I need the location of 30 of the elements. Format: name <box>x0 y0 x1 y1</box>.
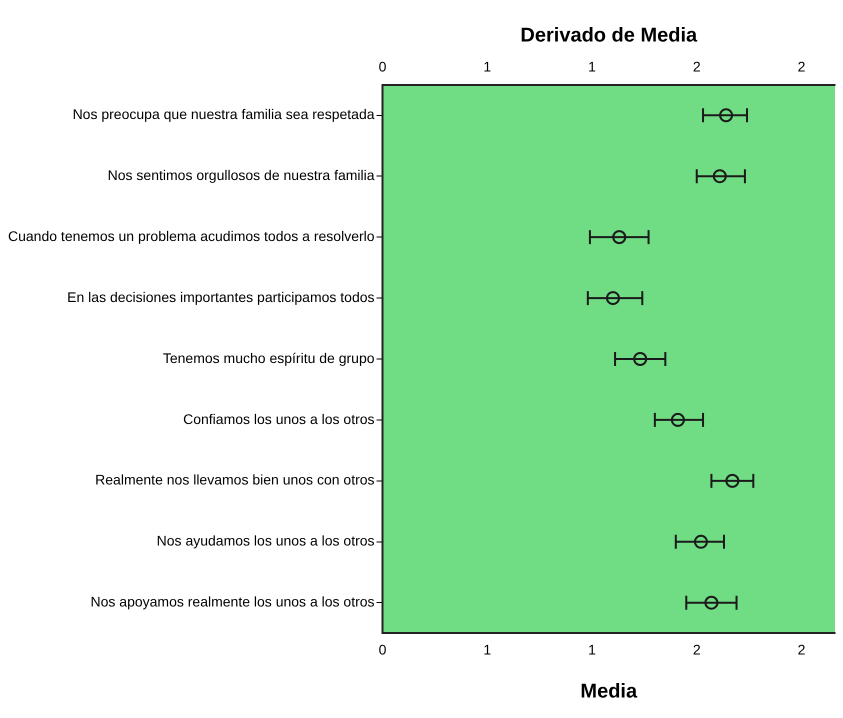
point <box>670 412 685 427</box>
x-tick-label: 0 <box>378 641 387 658</box>
x2-tick-label: 1 <box>588 58 596 74</box>
x-tick-label: 1 <box>483 641 492 658</box>
point <box>704 596 718 610</box>
point <box>725 474 740 488</box>
x2-tick-label: 1 <box>483 58 492 74</box>
point <box>719 108 734 122</box>
point <box>612 230 626 244</box>
point <box>633 352 648 366</box>
point <box>606 291 620 306</box>
x2-tick-label: 0 <box>378 58 387 74</box>
y-tick-label: Nos ayudamos los unos a los otros <box>156 532 375 549</box>
y-tick-label: Nos preocupa que nuestra familia sea respetada <box>72 106 375 122</box>
point <box>694 534 708 549</box>
x2-tick-label: 2 <box>692 58 701 74</box>
x-tick-label: 2 <box>692 641 701 658</box>
y-tick-label: Nos sentimos orgullosos de nuestra familia <box>108 167 375 184</box>
point <box>712 169 727 184</box>
y-tick-label: Confiamos los unos a los otros <box>183 410 375 427</box>
y-tick-label: Tenemos mucho espíritu de grupo <box>162 350 375 366</box>
x2-tick-label: 2 <box>798 58 806 74</box>
y-tick-label: Cuando tenemos un problema acudimos todos a resolverlo <box>8 228 375 244</box>
x-tick-label: 1 <box>588 641 596 658</box>
y-tick-label: En las decisiones importantes participamos todos <box>67 288 375 305</box>
x-tick-label: 2 <box>798 641 806 658</box>
x-axis-title: Media <box>580 680 638 703</box>
y-tick-label: Nos apoyamos realmente los unos a los otros <box>90 594 375 610</box>
y-tick-label: Realmente nos llevamos bien unos con otros <box>95 472 375 488</box>
x2-axis-title: Derivado de Media <box>520 24 698 47</box>
